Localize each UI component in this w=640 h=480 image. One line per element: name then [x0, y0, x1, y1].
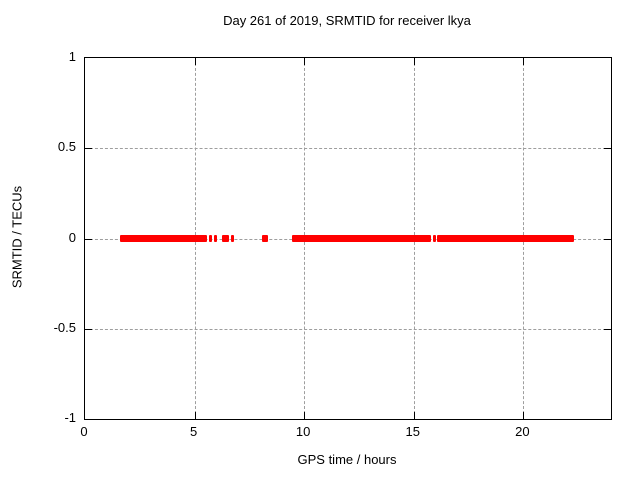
x-tick-mark-top: [413, 58, 415, 65]
y-tick-label: -0.5: [53, 319, 76, 335]
x-tick-mark-bottom: [194, 412, 196, 419]
data-segment: [433, 235, 437, 242]
y-tick-mark-left: [85, 328, 92, 330]
x-tick-mark-bottom: [304, 412, 306, 419]
data-segment: [231, 235, 235, 242]
y-tick-mark-right: [604, 328, 611, 330]
x-tick-label: 15: [405, 424, 420, 439]
y-tick-label: -1: [64, 410, 76, 425]
data-segment: [262, 235, 269, 242]
y-tick-label: 0.5: [57, 139, 76, 155]
data-segment: [222, 235, 230, 242]
x-tick-mark-top: [194, 58, 196, 65]
x-axis-label: GPS time / hours: [297, 452, 397, 467]
plot-area: [84, 57, 612, 420]
data-segment: [120, 235, 208, 242]
y-tick-mark-right: [604, 148, 611, 150]
y-tick-mark-left: [85, 148, 92, 150]
x-tick-mark-bottom: [523, 412, 525, 419]
y-tick-label: 1: [68, 49, 76, 64]
x-tick-label: 20: [515, 424, 530, 439]
y-tick-mark-left: [85, 238, 92, 240]
x-tick-mark-top: [523, 58, 525, 65]
x-tick-label: 10: [295, 424, 311, 439]
x-tick-label: 5: [189, 424, 198, 439]
data-segment: [292, 235, 432, 242]
x-tick-mark-bottom: [413, 412, 415, 419]
data-segment: [209, 235, 213, 242]
grid-line-horizontal: [85, 328, 611, 330]
y-tick-label: 0: [68, 229, 76, 245]
x-tick-label: 0: [80, 424, 88, 439]
x-tick-mark-top: [304, 58, 306, 65]
data-segment: [214, 235, 218, 242]
grid-line-horizontal: [85, 148, 611, 150]
data-segment: [437, 235, 575, 242]
y-tick-mark-right: [604, 238, 611, 240]
chart-title: Day 261 of 2019, SRMTID for receiver lky…: [223, 13, 471, 28]
